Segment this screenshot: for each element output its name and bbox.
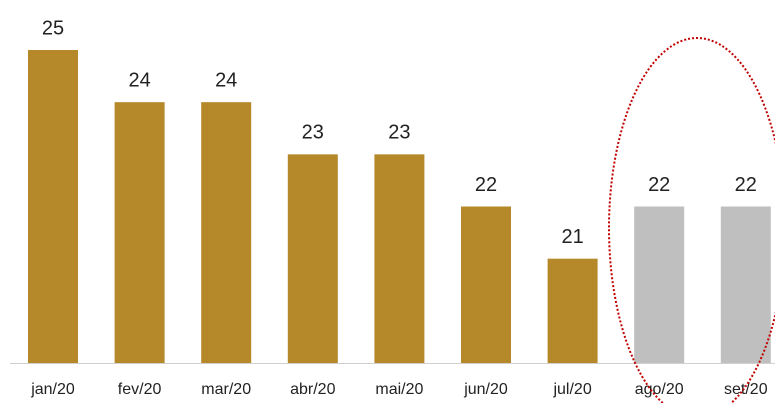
- x-tick-label: mar/20: [201, 381, 251, 398]
- value-label: 22: [735, 174, 757, 196]
- value-label: 23: [388, 122, 410, 144]
- bar: [114, 102, 165, 364]
- highlight-ellipse: [608, 37, 775, 403]
- value-label: 22: [648, 174, 670, 196]
- x-tick-label: fev/20: [118, 381, 162, 398]
- bar: [201, 102, 252, 364]
- bars: jan/20 25 fev/20 24 mar/20 24 abr/20 23 mai/20 23…: [28, 17, 771, 398]
- bar: [547, 258, 598, 363]
- value-label: 23: [302, 122, 324, 144]
- value-label: 21: [561, 226, 583, 248]
- bar: [720, 206, 771, 363]
- x-tick-label: jan/20: [30, 381, 75, 398]
- value-label: 22: [475, 174, 497, 196]
- value-label: 24: [215, 69, 237, 91]
- x-tick-label: jul/20: [552, 381, 591, 398]
- bar: [374, 154, 425, 363]
- bar: [28, 50, 78, 363]
- x-tick-label: abr/20: [290, 381, 335, 398]
- x-tick-label: ago/20: [635, 381, 684, 398]
- bar: [634, 206, 685, 363]
- bar: [461, 206, 511, 363]
- x-tick-label: mai/20: [375, 381, 423, 398]
- bar: [287, 154, 338, 363]
- x-tick-label: set/20: [724, 381, 768, 398]
- x-tick-label: jun/20: [463, 381, 508, 398]
- value-label: 25: [42, 17, 64, 39]
- value-label: 24: [128, 69, 150, 91]
